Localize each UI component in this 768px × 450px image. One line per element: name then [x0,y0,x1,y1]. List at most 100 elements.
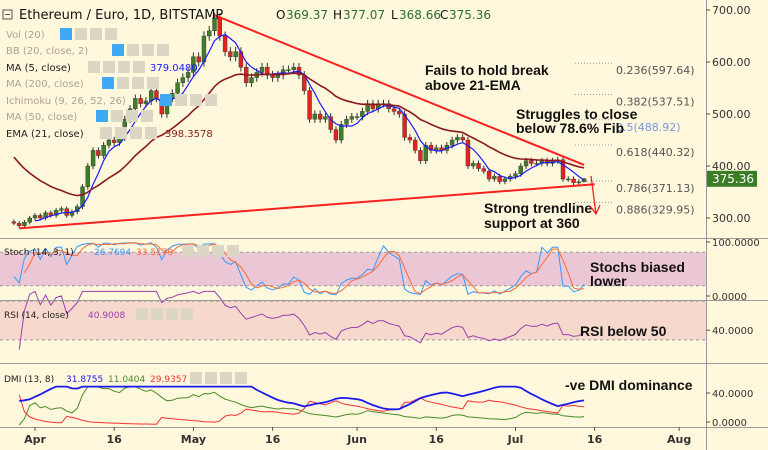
candle-down[interactable] [154,90,159,99]
candle-up[interactable] [143,100,149,104]
candle-up[interactable] [259,66,265,73]
candle-up[interactable] [207,30,212,37]
candle-up[interactable] [518,165,523,175]
eye-icon[interactable] [190,372,202,384]
plus-icon[interactable] [190,94,202,106]
legend-buttons[interactable] [60,28,247,384]
legend-dmi[interactable]: DMI (13, 8) [4,375,54,385]
candle-down[interactable] [333,129,339,141]
candle-down[interactable] [571,178,576,183]
axes[interactable]: 700.00 600.00 500.00 400.00 300.00 375.36 100.… [24,4,760,446]
candle-up[interactable] [423,144,428,161]
plus-icon[interactable] [166,308,178,320]
candle-down[interactable] [196,56,201,63]
gear-icon[interactable] [111,110,123,122]
legend-ma50[interactable]: MA (50, close) [6,112,77,123]
candle-up[interactable] [576,181,582,184]
legend-ema21[interactable]: EMA (21, close) [6,129,84,140]
candle-down[interactable] [481,168,486,172]
candle-up[interactable] [212,17,217,31]
candle-down[interactable] [16,222,22,226]
candle-up[interactable] [185,72,191,78]
gear-icon[interactable] [115,127,127,139]
plus-icon[interactable] [130,127,142,139]
legend-vol[interactable]: Vol (20) [6,30,45,41]
gear-icon[interactable] [103,61,115,73]
candle-down[interactable] [412,139,418,151]
candle-up[interactable] [85,165,91,187]
candle-up[interactable] [175,82,180,94]
candle-up[interactable] [312,113,318,120]
candle-down[interactable] [407,137,413,141]
candle-up[interactable] [32,215,38,219]
eye-icon[interactable] [96,110,108,122]
candle-up[interactable] [53,209,59,216]
symbol-title[interactable]: Ethereum / Euro, 1D, BITSTAMP [19,8,223,23]
candle-up[interactable] [455,137,460,141]
eye-icon[interactable] [136,308,148,320]
candle-up[interactable] [354,116,360,118]
legend-ma200[interactable]: MA (200, close) [6,79,84,90]
candle-up[interactable] [22,221,27,227]
candle-up[interactable] [291,66,296,70]
gear-icon[interactable] [127,44,139,56]
gear-icon[interactable] [197,245,209,257]
close-icon[interactable] [145,127,157,139]
candle-down[interactable] [138,98,143,104]
candle-up[interactable] [492,176,497,180]
close-icon[interactable] [141,110,153,122]
legend-ichimoku[interactable]: Ichimoku (9, 26, 52, 26) [6,96,126,107]
candle-up[interactable] [523,160,529,167]
eye-icon[interactable] [88,61,100,73]
candle-down[interactable] [560,159,566,180]
legend-bb[interactable]: BB (20, close, 2) [6,46,88,57]
legend-ma5[interactable]: MA (5, close) [6,63,71,74]
close-icon[interactable] [181,308,193,320]
candle-down[interactable] [397,111,402,115]
candle-up[interactable] [471,163,476,167]
plus-icon[interactable] [220,372,232,384]
close-icon[interactable] [147,77,159,89]
candle-up[interactable] [344,118,349,125]
collapse-icon[interactable] [2,9,13,20]
candle-up[interactable] [180,77,186,83]
candle-down[interactable] [391,108,397,112]
candle-down[interactable] [529,160,534,164]
candle-up[interactable] [581,178,587,183]
candle-up[interactable] [90,150,96,167]
close-icon[interactable] [133,61,145,73]
candle-up[interactable] [43,212,48,219]
candle-up[interactable] [286,69,291,72]
candle-down[interactable] [228,51,233,57]
candle-down[interactable] [465,139,471,167]
candle-down[interactable] [96,150,101,156]
candle-down[interactable] [497,176,502,182]
candle-down[interactable] [307,90,312,120]
candle-down[interactable] [222,35,228,52]
eye-icon[interactable] [182,245,194,257]
candle-down[interactable] [370,103,376,109]
candle-up[interactable] [449,139,455,146]
candle-down[interactable] [328,116,333,130]
candle-down[interactable] [11,221,17,224]
gear-icon[interactable] [205,372,217,384]
candle-down[interactable] [486,170,492,180]
close-icon[interactable] [205,94,217,106]
plus-icon[interactable] [90,28,102,40]
candle-up[interactable] [27,217,32,223]
plus-icon[interactable] [118,61,130,73]
plus-icon[interactable] [212,245,224,257]
candle-up[interactable] [502,178,508,182]
eye-icon[interactable] [100,127,112,139]
candle-down[interactable] [317,113,323,120]
candle-up[interactable] [101,144,106,156]
candle-up[interactable] [339,124,344,141]
gear-icon[interactable] [175,94,187,106]
candle-down[interactable] [460,137,465,141]
plus-icon[interactable] [126,110,138,122]
eye-icon[interactable] [60,28,72,40]
gear-icon[interactable] [151,308,163,320]
trendline-resistance[interactable] [214,14,585,166]
candle-down[interactable] [418,150,423,161]
